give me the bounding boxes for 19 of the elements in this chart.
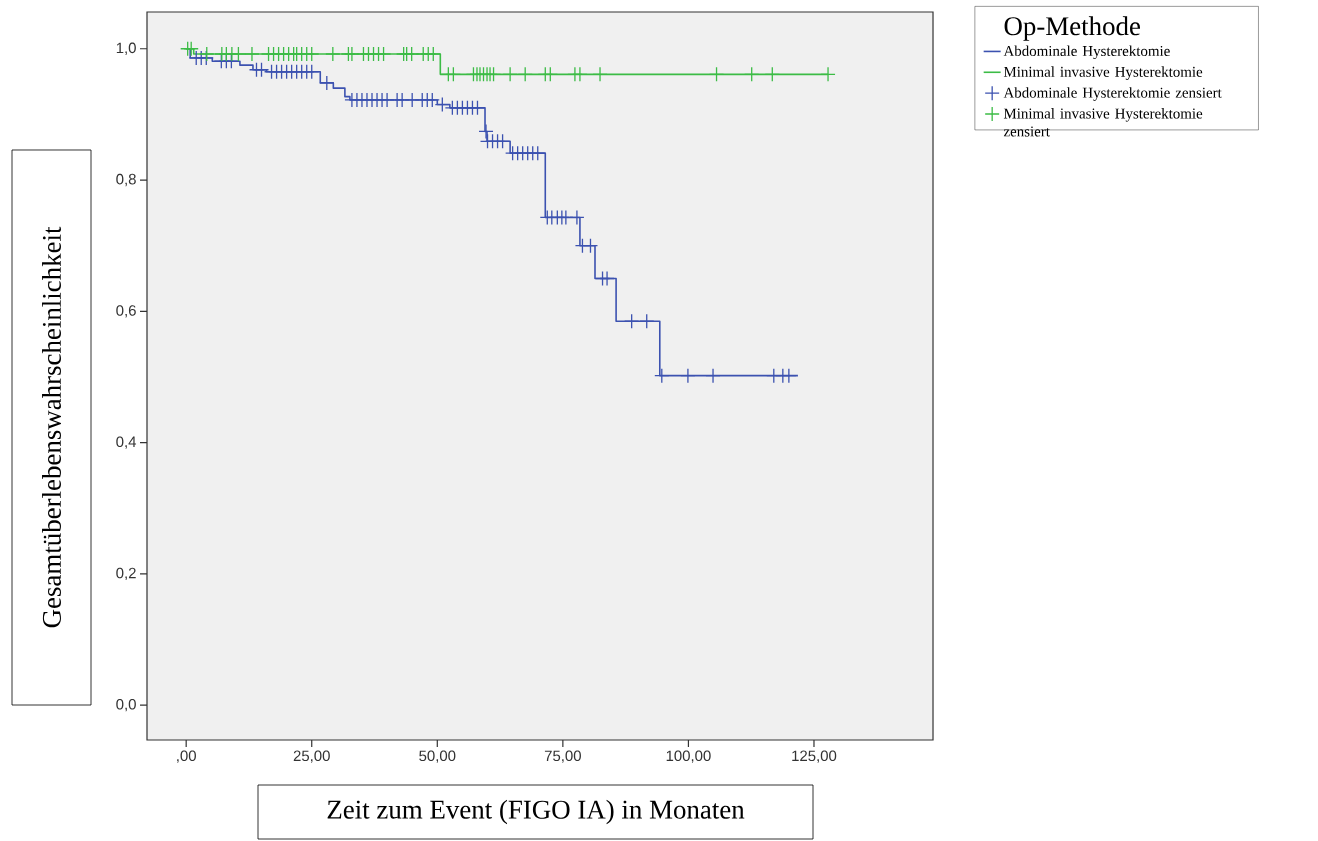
x-tick-label: 75,00 [544,750,581,763]
x-tick-label: 50,00 [419,750,456,763]
legend-label: Minimal invasive Hysterektomie [1003,66,1203,80]
x-tick-label: 125,00 [792,750,837,763]
x-tick-label: ,00 [177,750,196,763]
y-tick-label: 0,0 [116,699,136,712]
y-tick-label: 0,4 [116,436,137,449]
y-axis-title: Gesamtüberlebenswahrscheinlichkeit [42,226,61,628]
x-tick-label: 100,00 [666,750,711,763]
y-tick-label: 0,8 [116,173,136,187]
legend-title: Op-Methode [1004,16,1140,41]
legend-label: Minimal invasive Hysterektomie zensiert [1003,108,1203,137]
x-axis-title: Zeit zum Event (FIGO IA) in Monaten [327,799,745,825]
legend-label: Abdominale Hysterektomie [1003,45,1170,60]
y-tick-label: 1,0 [116,42,136,55]
legend-label: Abdominale Hysterektomie zensiert [1003,87,1222,101]
y-tick-label: 0,6 [116,305,136,318]
x-tick-label: 25,00 [293,750,330,763]
y-tick-label: 0,2 [116,567,136,581]
